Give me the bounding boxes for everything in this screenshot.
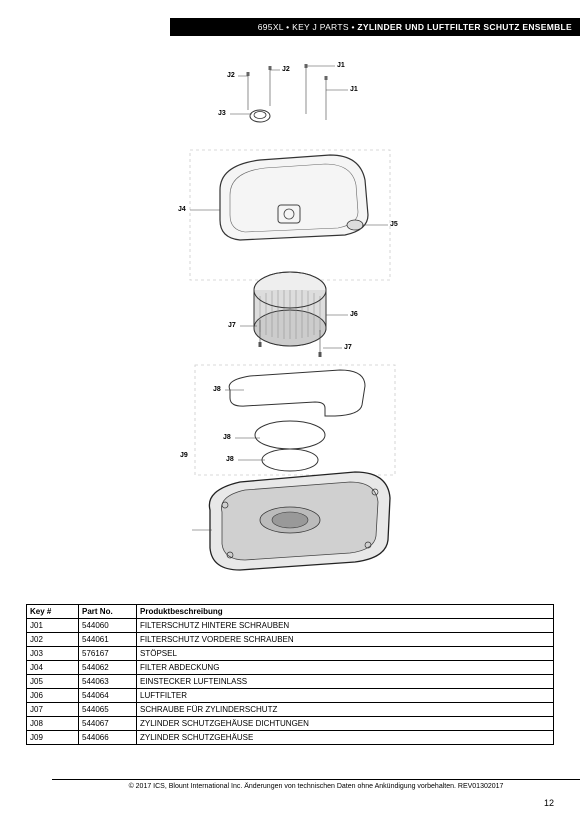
cell-desc: SCHRAUBE FÜR ZYLINDERSCHUTZ bbox=[137, 703, 554, 717]
cell-desc: STÖPSEL bbox=[137, 647, 554, 661]
header-title: ZYLINDER UND LUFTFILTER SCHUTZ ENSEMBLE bbox=[357, 22, 572, 32]
cell-desc: LUFTFILTER bbox=[137, 689, 554, 703]
cell-key: J07 bbox=[27, 703, 79, 717]
callout-j8c: J8 bbox=[226, 456, 234, 463]
table-row: J01544060FILTERSCHUTZ HINTERE SCHRAUBEN bbox=[27, 619, 554, 633]
cell-desc: FILTER ABDECKUNG bbox=[137, 661, 554, 675]
exploded-diagram: J1 J1 J2 J2 J3 J4 J5 J6 J7 J7 J8 J8 J8 J… bbox=[130, 60, 450, 580]
callout-j6: J6 bbox=[350, 311, 358, 318]
callout-j1b: J1 bbox=[350, 86, 358, 93]
cell-part: 544065 bbox=[79, 703, 137, 717]
cell-desc: ZYLINDER SCHUTZGEHÄUSE DICHTUNGEN bbox=[137, 717, 554, 731]
callout-j8b: J8 bbox=[223, 434, 231, 441]
callout-j2b: J2 bbox=[227, 72, 235, 79]
cell-desc: FILTERSCHUTZ VORDERE SCHRAUBEN bbox=[137, 633, 554, 647]
table-header-row: Key # Part No. Produktbeschreibung bbox=[27, 605, 554, 619]
cell-key: J04 bbox=[27, 661, 79, 675]
parts-table: Key # Part No. Produktbeschreibung J0154… bbox=[26, 604, 554, 745]
callout-j5: J5 bbox=[390, 221, 398, 228]
th-desc: Produktbeschreibung bbox=[137, 605, 554, 619]
cell-key: J08 bbox=[27, 717, 79, 731]
cell-key: J05 bbox=[27, 675, 79, 689]
cell-part: 544063 bbox=[79, 675, 137, 689]
table-row: J03576167STÖPSEL bbox=[27, 647, 554, 661]
cell-key: J06 bbox=[27, 689, 79, 703]
cell-part: 544060 bbox=[79, 619, 137, 633]
cell-key: J09 bbox=[27, 731, 79, 745]
cell-part: 544067 bbox=[79, 717, 137, 731]
callout-j7a: J7 bbox=[228, 322, 236, 329]
th-key: Key # bbox=[27, 605, 79, 619]
callout-j4: J4 bbox=[178, 206, 186, 213]
diagram-svg bbox=[130, 60, 450, 580]
header-section: KEY J PARTS bbox=[292, 22, 349, 32]
header-sep1: • bbox=[284, 22, 293, 32]
cell-desc: EINSTECKER LUFTEINLASS bbox=[137, 675, 554, 689]
header-model: 695XL bbox=[258, 22, 284, 32]
cell-part: 544066 bbox=[79, 731, 137, 745]
cell-part: 544061 bbox=[79, 633, 137, 647]
cell-desc: FILTERSCHUTZ HINTERE SCHRAUBEN bbox=[137, 619, 554, 633]
cell-part: 544062 bbox=[79, 661, 137, 675]
table-row: J02544061FILTERSCHUTZ VORDERE SCHRAUBEN bbox=[27, 633, 554, 647]
table-row: J04544062FILTER ABDECKUNG bbox=[27, 661, 554, 675]
table-row: J05544063EINSTECKER LUFTEINLASS bbox=[27, 675, 554, 689]
footer-copyright: © 2017 ICS, Blount International Inc. Än… bbox=[52, 779, 580, 790]
callout-j3: J3 bbox=[218, 110, 226, 117]
header-bar: 695XL • KEY J PARTS • ZYLINDER UND LUFTF… bbox=[170, 18, 580, 36]
callout-j1a: J1 bbox=[337, 62, 345, 69]
cell-part: 544064 bbox=[79, 689, 137, 703]
table-row: J09544066ZYLINDER SCHUTZGEHÄUSE bbox=[27, 731, 554, 745]
cell-part: 576167 bbox=[79, 647, 137, 661]
cell-desc: ZYLINDER SCHUTZGEHÄUSE bbox=[137, 731, 554, 745]
callout-j2a: J2 bbox=[282, 66, 290, 73]
cell-key: J01 bbox=[27, 619, 79, 633]
callout-j7b: J7 bbox=[344, 344, 352, 351]
callout-j9: J9 bbox=[180, 452, 188, 459]
table-row: J07544065SCHRAUBE FÜR ZYLINDERSCHUTZ bbox=[27, 703, 554, 717]
callout-j8a: J8 bbox=[213, 386, 221, 393]
th-part: Part No. bbox=[79, 605, 137, 619]
table-row: J06544064LUFTFILTER bbox=[27, 689, 554, 703]
parts-table-wrap: Key # Part No. Produktbeschreibung J0154… bbox=[26, 604, 554, 745]
cell-key: J02 bbox=[27, 633, 79, 647]
table-row: J08544067ZYLINDER SCHUTZGEHÄUSE DICHTUNG… bbox=[27, 717, 554, 731]
cell-key: J03 bbox=[27, 647, 79, 661]
table-body: J01544060FILTERSCHUTZ HINTERE SCHRAUBEN … bbox=[27, 619, 554, 745]
page-number: 12 bbox=[544, 798, 554, 808]
